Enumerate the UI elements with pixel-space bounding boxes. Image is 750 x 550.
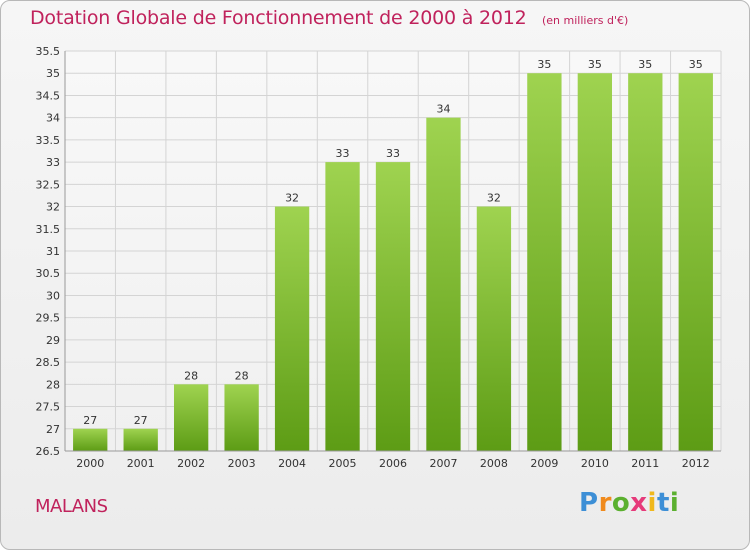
x-tick-label-2012: 2012 [682,457,710,470]
y-tick-label: 33 [46,156,60,169]
bar-2000 [73,428,108,451]
chart-title: Dotation Globale de Fonctionnement de 20… [30,7,527,29]
bar-2004 [274,206,310,451]
data-label-2012: 35 [689,58,703,71]
y-tick-label: 31.5 [36,223,61,236]
y-tick-label: 35 [46,67,60,80]
y-tick-label: 26.5 [36,445,61,458]
bar-2012 [678,73,713,451]
bar-2002 [173,384,209,451]
x-tick-label-2010: 2010 [581,457,609,470]
data-label-2003: 28 [235,369,249,382]
data-label-2002: 28 [184,369,198,382]
x-tick-label-2002: 2002 [177,457,205,470]
data-label-2011: 35 [638,58,652,71]
bar-2001 [123,428,158,451]
x-tick-label-2003: 2003 [228,457,256,470]
x-tick-label-2000: 2000 [76,457,104,470]
x-tick-label-2007: 2007 [429,457,457,470]
x-tick-label-2008: 2008 [480,457,508,470]
x-tick-label-2004: 2004 [278,457,306,470]
commune-name: MALANS [35,496,108,517]
y-tick-label: 29.5 [36,312,61,325]
proxiti-logo[interactable]: Proxiti [579,488,680,518]
data-label-2010: 35 [588,58,602,71]
y-tick-label: 35.5 [36,45,61,58]
x-tick-label-2001: 2001 [127,457,155,470]
bar-2008 [476,206,512,451]
y-tick-label: 34.5 [36,89,61,102]
y-tick-label: 31 [46,245,60,258]
y-tick-label: 33.5 [36,134,61,147]
x-tick-label-2005: 2005 [329,457,357,470]
y-tick-label: 27 [46,423,60,436]
data-label-2007: 34 [436,103,450,116]
bar-2009 [527,73,562,451]
y-tick-label: 30.5 [36,267,61,280]
y-tick-label: 29 [46,334,60,347]
data-label-2001: 27 [134,414,148,427]
y-tick-label: 27.5 [36,401,61,414]
axis-layer: 26.5 27 27.5 28 28.5 29 29.5 30 30.5 31 31.5 32 32.5… [36,45,721,470]
y-tick-label: 30 [46,289,60,302]
data-label-2006: 33 [386,147,400,160]
bar-2006 [375,162,411,451]
bar-2005 [325,162,360,451]
y-tick-label: 32 [46,201,60,214]
x-tick-label-2009: 2009 [530,457,558,470]
data-label-2009: 35 [537,58,551,71]
data-label-2008: 32 [487,192,501,205]
chart-subtitle: (en milliers d'€) [542,14,629,27]
data-label-2000: 27 [83,414,97,427]
bar-2011 [628,73,663,451]
x-tick-label-2011: 2011 [631,457,659,470]
y-tick-label: 28 [46,378,60,391]
data-label-2004: 32 [285,192,299,205]
data-label-2005: 33 [336,147,350,160]
y-tick-label: 32.5 [36,178,61,191]
y-tick-label: 34 [46,112,60,125]
x-tick-label-2006: 2006 [379,457,407,470]
bar-2003 [224,384,259,451]
bar-layer: 27 27 28 28 32 33 33 34 32 35 35 35 35 [73,58,713,452]
bar-2010 [577,73,613,451]
bar-2007 [426,117,461,452]
y-tick-label: 28.5 [36,356,61,369]
